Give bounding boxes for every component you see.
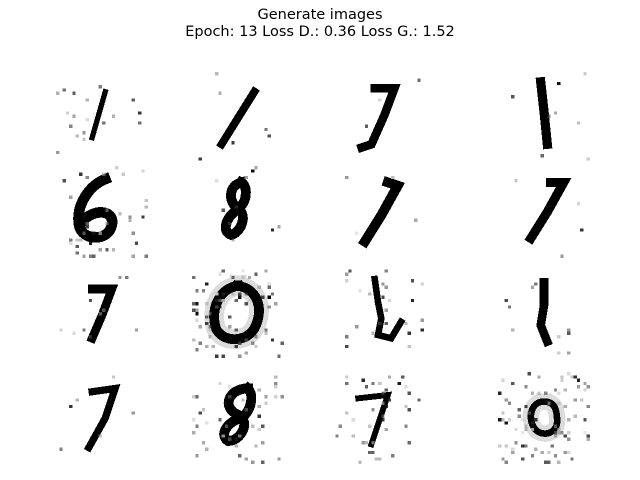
generated-sample-2 — [192, 72, 284, 164]
title-line-2: Epoch: 13 Loss D.: 0.36 Loss G.: 1.52 — [185, 24, 455, 40]
generated-sample-5 — [56, 166, 148, 258]
generated-sample-6 — [192, 166, 284, 258]
title-line-1: Generate images — [257, 7, 383, 23]
generated-sample-3 — [332, 72, 424, 164]
generated-sample-11 — [332, 266, 424, 358]
generated-sample-12 — [498, 266, 590, 358]
generated-sample-4 — [498, 72, 590, 164]
figure-title: Generate images Epoch: 13 Loss D.: 0.36 … — [0, 7, 640, 41]
generated-sample-13 — [56, 372, 148, 464]
generated-sample-9 — [56, 266, 148, 358]
generated-sample-15 — [332, 372, 424, 464]
generated-sample-10 — [192, 266, 284, 358]
generated-sample-8 — [498, 166, 590, 258]
generated-sample-7 — [332, 166, 424, 258]
generated-sample-14 — [192, 372, 284, 464]
generated-sample-1 — [56, 72, 148, 164]
generated-sample-16 — [498, 372, 590, 464]
